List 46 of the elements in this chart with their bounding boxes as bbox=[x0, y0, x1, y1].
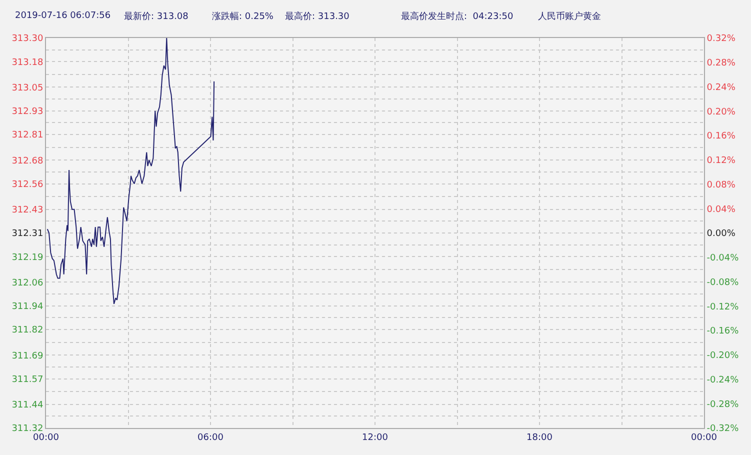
y-tick-label: 312.56 bbox=[12, 180, 44, 190]
y2-tick-label: 0.32% bbox=[706, 34, 736, 44]
y-tick-label: 311.44 bbox=[12, 400, 44, 411]
text: 最高价: 313.30 bbox=[285, 11, 350, 22]
y2-tick-label: 0.12% bbox=[706, 156, 736, 166]
y2-tick-label: 0.28% bbox=[706, 58, 736, 69]
x-tick-label: 12:00 bbox=[362, 432, 388, 443]
y-tick-label: 312.43 bbox=[12, 206, 44, 216]
y-tick-label: 313.05 bbox=[12, 83, 44, 94]
y2-tick-label: 0.16% bbox=[706, 132, 736, 142]
text: 2019-07-16 06:07:56 bbox=[15, 11, 111, 21]
y-tick-label: 312.68 bbox=[12, 156, 44, 166]
line-series bbox=[46, 38, 215, 304]
y-tick-label: 313.18 bbox=[12, 58, 44, 68]
y2-tick-label: 0.00% bbox=[706, 229, 736, 240]
y-tick-label: 311.94 bbox=[12, 302, 44, 312]
text: 涨跌幅: 0.25% bbox=[212, 11, 274, 22]
text: 最高价发生时点: 04:23:50 bbox=[401, 11, 514, 22]
y2-tick-label: -0.04% bbox=[706, 254, 740, 264]
text: 人民币账户黄金 bbox=[538, 11, 601, 22]
y2-tick-label: -0.08% bbox=[706, 278, 740, 288]
y-tick-label: 312.31 bbox=[12, 229, 44, 240]
y-tick-label: 312.19 bbox=[12, 252, 44, 263]
y-tick-label: 312.93 bbox=[12, 107, 44, 118]
y2-tick-label: -0.12% bbox=[706, 302, 740, 312]
y2-tick-label: -0.24% bbox=[706, 375, 740, 386]
x-tick-label: 00:00 bbox=[691, 432, 718, 443]
y2-tick-label: -0.16% bbox=[706, 326, 740, 337]
y2-tick-label: -0.28% bbox=[706, 400, 740, 410]
text: 最新价: 313.08 bbox=[124, 11, 189, 22]
y-tick-label: 312.06 bbox=[12, 278, 44, 288]
y2-tick-label: 0.20% bbox=[706, 107, 736, 118]
y2-tick-label: -0.32% bbox=[706, 424, 740, 434]
y-tick-label: 311.32 bbox=[12, 424, 44, 434]
y-tick-label: 313.30 bbox=[12, 34, 44, 44]
y-tick-label: 311.69 bbox=[12, 351, 44, 362]
y2-tick-label: 0.08% bbox=[706, 180, 736, 190]
y-tick-label: 311.57 bbox=[12, 374, 44, 385]
x-tick-label: 06:00 bbox=[198, 432, 224, 443]
x-tick-label: 00:00 bbox=[33, 432, 60, 443]
y2-tick-label: -0.20% bbox=[706, 351, 740, 362]
y-tick-label: 311.82 bbox=[12, 326, 44, 336]
y2-tick-label: 0.24% bbox=[706, 82, 736, 93]
y-tick-label: 312.81 bbox=[12, 130, 44, 141]
y2-tick-label: 0.04% bbox=[706, 204, 736, 215]
x-tick-label: 18:00 bbox=[526, 432, 553, 443]
